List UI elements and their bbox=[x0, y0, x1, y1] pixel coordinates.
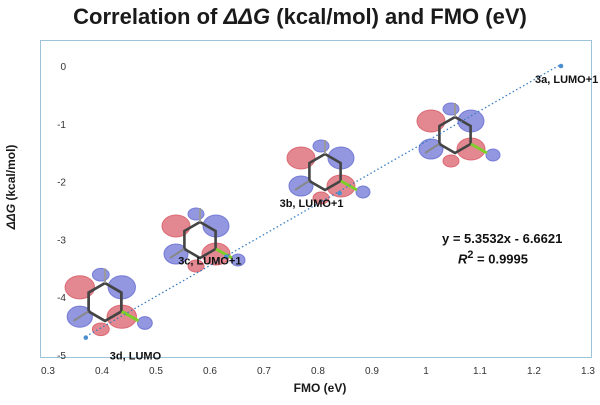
x-tick-label: 0.6 bbox=[203, 366, 217, 377]
y-tick-label: -4 bbox=[57, 293, 66, 304]
y-tick-label: -3 bbox=[57, 235, 66, 246]
x-tick-label: 0.4 bbox=[95, 366, 109, 377]
trendline-path bbox=[85, 63, 562, 338]
point-label: 3b, LUMO+1 bbox=[280, 198, 344, 210]
molecule-orbital-images bbox=[64, 102, 501, 337]
data-point bbox=[83, 335, 89, 340]
y-tick-label: -1 bbox=[57, 120, 66, 131]
y-axis-ticks: 0 -1 -2 -3 -4 -5 bbox=[57, 62, 66, 362]
point-label: 3c, LUMO+1 bbox=[178, 256, 241, 268]
x-tick-label: 1.3 bbox=[581, 366, 595, 377]
data-point bbox=[558, 63, 564, 69]
x-tick-label: 1.1 bbox=[473, 366, 487, 377]
point-label: 3d, LUMO bbox=[110, 351, 162, 363]
x-tick-label: 0.8 bbox=[311, 366, 325, 377]
trendline bbox=[85, 63, 562, 338]
molecule-3a bbox=[416, 102, 501, 168]
x-tick-label: 1.2 bbox=[527, 366, 541, 377]
y-axis-label: ΔΔG (kcal/mol) bbox=[4, 144, 18, 230]
y-tick-label: -5 bbox=[57, 351, 66, 362]
chart-frame bbox=[40, 40, 592, 358]
chart-title: Correlation of ΔΔG (kcal/mol) and FMO (e… bbox=[73, 4, 527, 29]
x-axis-ticks: 0.3 0.4 0.5 0.6 0.7 0.8 0.9 1 1.1 1.2 1.3 bbox=[41, 366, 595, 377]
x-tick-label: 0.3 bbox=[41, 366, 55, 377]
x-tick-label: 0.5 bbox=[149, 366, 163, 377]
x-tick-label: 0.9 bbox=[365, 366, 379, 377]
y-tick-label: 0 bbox=[60, 62, 66, 73]
point-label: 3a, LUMO+1 bbox=[535, 74, 598, 86]
data-point bbox=[223, 254, 229, 260]
molecule-3c bbox=[161, 207, 246, 273]
data-points bbox=[83, 63, 564, 340]
data-point bbox=[337, 190, 342, 196]
x-axis-label: FMO (eV) bbox=[293, 381, 347, 395]
molecule-3b bbox=[286, 139, 371, 205]
molecule-3d bbox=[64, 267, 153, 337]
r-squared: R2 = 0.9995 bbox=[458, 249, 528, 267]
x-tick-label: 0.7 bbox=[257, 366, 271, 377]
x-tick-label: 1 bbox=[423, 366, 429, 377]
trendline-equation: y = 5.3532x - 6.6621 bbox=[442, 231, 563, 246]
y-tick-label: -2 bbox=[57, 178, 66, 189]
point-labels: 3d, LUMO 3c, LUMO+1 3b, LUMO+1 3a, LUMO+1 bbox=[110, 74, 598, 363]
